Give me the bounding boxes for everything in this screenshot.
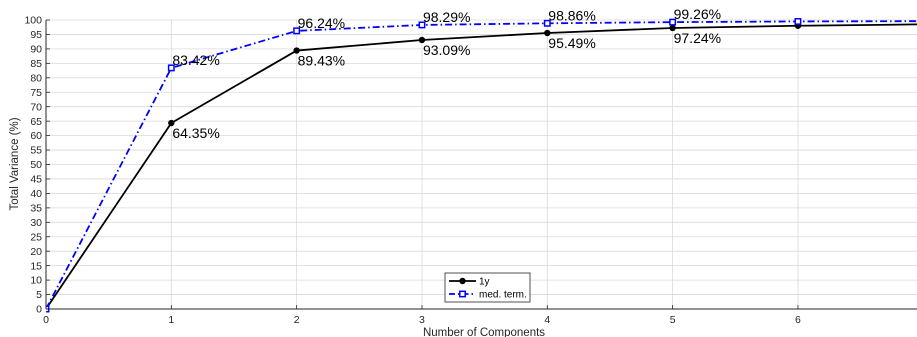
data-point-med-term (794, 17, 802, 25)
data-label: 96.24% (298, 15, 345, 31)
y-axis-title: Total Variance (%) (9, 117, 21, 210)
legend-label-med-term: med. term. (479, 290, 527, 301)
y-tick-label: 35 (30, 202, 42, 214)
legend: 1y med. term. (444, 272, 531, 303)
data-label: 83.42% (172, 52, 219, 68)
series-line-med-term (46, 20, 917, 310)
data-label: 98.86% (548, 7, 595, 23)
data-point-med-term (418, 21, 426, 29)
y-tick-label: 50 (30, 159, 42, 171)
y-tick-label: 10 (30, 275, 42, 287)
data-label: 98.29% (423, 9, 470, 25)
data-point-med-term (167, 64, 175, 72)
x-tick-label: 5 (670, 314, 676, 326)
y-tick-label: 0 (36, 304, 42, 316)
x-tick-label: 2 (294, 314, 300, 326)
data-point-med-term (293, 27, 301, 35)
y-tick-label: 45 (30, 174, 42, 186)
y-tick-labels: 0 5 10 15 20 25 30 35 40 45 50 55 60 65 70 75 80 85 90 95 10… (24, 15, 42, 316)
y-tick-label: 20 (30, 246, 42, 258)
x-tick-label: 3 (419, 314, 425, 326)
data-label-layer: 64.35% 89.43% 93.09% 95.49% 97.24% 83.42% 96.2… (172, 6, 721, 141)
y-tick-label: 100 (24, 15, 42, 27)
y-tick-label: 40 (30, 188, 42, 200)
y-tick-label: 25 (30, 231, 42, 243)
data-label: 99.26% (674, 6, 721, 22)
y-tick-label: 15 (30, 260, 42, 272)
y-tick-label: 65 (30, 116, 42, 128)
y-tick-label: 5 (36, 289, 42, 301)
legend-marker-med-term (459, 290, 466, 298)
series-line-1y (46, 23, 917, 310)
y-tick-label: 70 (30, 101, 42, 113)
data-label: 93.09% (423, 42, 470, 58)
data-label: 89.43% (298, 53, 345, 69)
legend-marker-1y (459, 277, 466, 285)
legend-label-1y: 1y (479, 277, 490, 288)
y-tick-label: 80 (30, 72, 42, 84)
data-label: 97.24% (674, 30, 721, 46)
y-tick-label: 75 (30, 87, 42, 99)
x-tick-labels: 0 1 2 3 4 5 6 (43, 314, 801, 326)
y-tick-label: 60 (30, 130, 42, 142)
x-tick-label: 6 (795, 314, 801, 326)
x-axis-title: Number of Components (423, 327, 545, 337)
y-tick-label: 95 (30, 29, 42, 41)
data-point-1y (168, 119, 175, 127)
data-point-med-term (543, 19, 551, 27)
x-tick-label: 4 (544, 314, 550, 326)
data-point-med-term (669, 18, 677, 26)
y-tick-label: 55 (30, 145, 42, 157)
data-point-1y (293, 47, 300, 54)
y-tick-label: 90 (30, 44, 42, 56)
data-point-1y (669, 24, 676, 32)
x-tick-label: 0 (43, 314, 49, 326)
x-tick-label: 1 (168, 314, 174, 326)
data-point-1y (544, 29, 551, 37)
data-point-1y (418, 36, 426, 44)
data-label: 95.49% (548, 35, 595, 51)
data-label: 64.35% (172, 125, 219, 141)
y-tick-label: 30 (30, 217, 42, 229)
y-tick-label: 85 (30, 58, 42, 70)
